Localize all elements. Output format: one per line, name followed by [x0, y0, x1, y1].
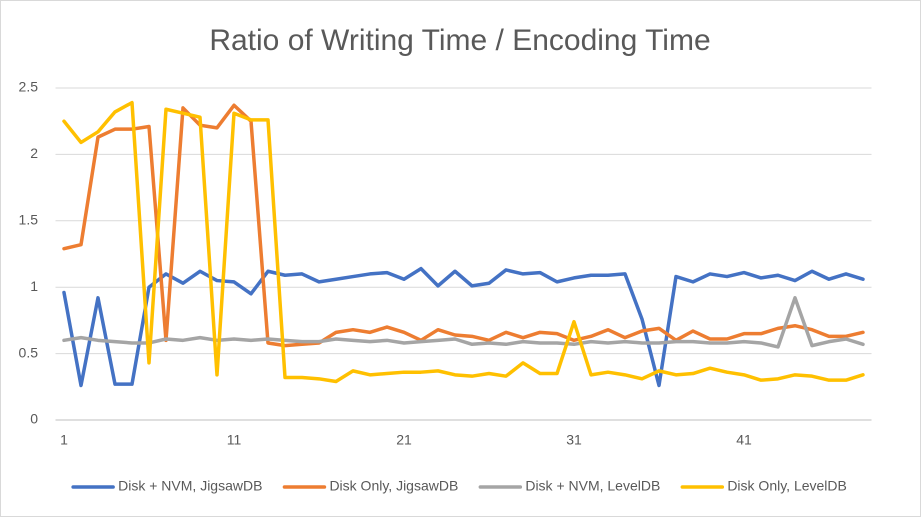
- series-line: [62, 103, 865, 348]
- y-tick-label: 0.5: [19, 344, 39, 360]
- y-tick-label: 0: [30, 411, 38, 427]
- y-tick-label: 1.5: [19, 212, 39, 228]
- x-tick-label: 31: [566, 432, 582, 448]
- x-tick-label: 21: [396, 432, 412, 448]
- y-tick-label: 1: [30, 278, 38, 294]
- x-tick-label: 1: [60, 432, 68, 448]
- chart-title: Ratio of Writing Time / Encoding Time: [209, 24, 710, 57]
- series-line: [62, 100, 865, 384]
- legend-label: Disk Only, JigsawDB: [329, 478, 458, 494]
- x-tick-label: 41: [736, 432, 752, 448]
- legend-label: Disk + NVM, LevelDB: [525, 478, 660, 494]
- legend-label: Disk Only, LevelDB: [727, 478, 847, 494]
- legend-label: Disk + NVM, JigsawDB: [118, 478, 262, 494]
- x-tick-label: 11: [227, 432, 242, 448]
- y-tick-label: 2: [30, 145, 38, 161]
- series-line: [62, 296, 865, 349]
- series-line: [62, 266, 865, 388]
- y-tick-label: 2.5: [19, 79, 39, 95]
